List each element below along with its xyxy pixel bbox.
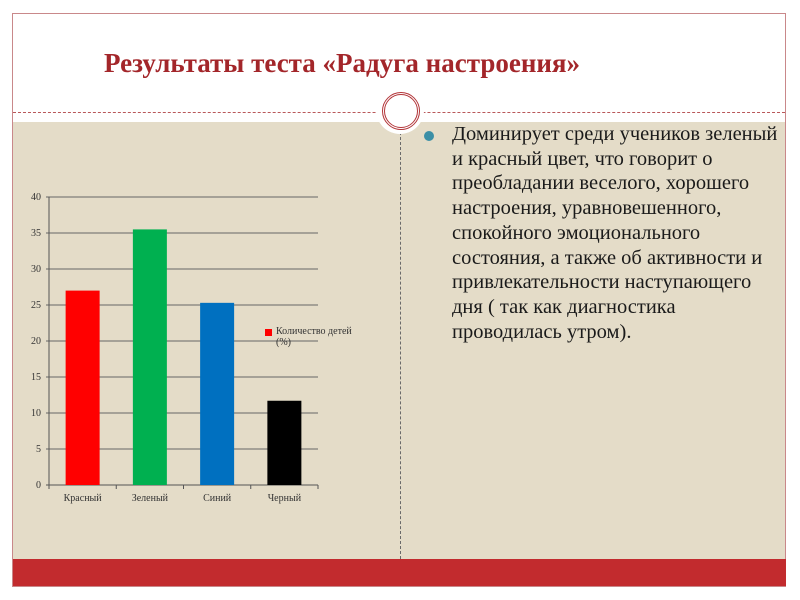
- bar-2: [132, 229, 167, 485]
- ornament-ring-icon: [382, 92, 420, 130]
- divider-vertical: [400, 132, 401, 559]
- bar-3: [200, 302, 235, 485]
- x-tick-label: Синий: [203, 493, 232, 504]
- x-tick-label: Красный: [64, 493, 103, 504]
- bar-4: [267, 400, 302, 485]
- legend-swatch: [265, 329, 272, 336]
- x-tick-label: Зеленый: [132, 493, 169, 504]
- x-tick-label: Черный: [268, 493, 302, 504]
- bar-1: [65, 290, 100, 485]
- legend-label: Количество детей: [276, 326, 352, 337]
- y-tick-label: 30: [31, 264, 41, 275]
- footer-band: [13, 559, 786, 586]
- y-tick-label: 15: [31, 372, 41, 383]
- body-text: Доминирует среди учеников зеленый и крас…: [452, 123, 778, 343]
- y-tick-label: 5: [36, 444, 41, 455]
- slide-title: Результаты теста «Радуга настроения»: [104, 48, 581, 78]
- legend-label-unit: (%): [276, 337, 291, 348]
- bullet-icon: [424, 131, 434, 141]
- y-tick-label: 10: [31, 408, 41, 419]
- y-tick-label: 40: [31, 192, 41, 203]
- y-tick-label: 20: [31, 336, 41, 347]
- y-tick-label: 25: [31, 300, 41, 311]
- y-tick-label: 35: [31, 228, 41, 239]
- y-tick-label: 0: [36, 480, 41, 491]
